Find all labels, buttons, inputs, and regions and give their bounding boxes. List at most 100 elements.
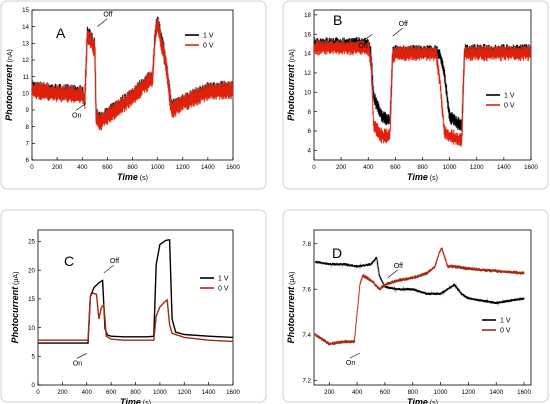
legend-label: 0 V bbox=[203, 43, 214, 50]
annotation-off: Off bbox=[394, 263, 403, 270]
x-tick-label: 600 bbox=[380, 389, 391, 396]
y-tick-label: 18 bbox=[304, 12, 311, 19]
x-tick-label: 1000 bbox=[153, 389, 167, 396]
x-tick-label: 400 bbox=[82, 389, 93, 396]
legend-label: 0 V bbox=[500, 328, 511, 335]
legend-label: 0 V bbox=[218, 286, 229, 293]
annotation-on: On bbox=[72, 112, 81, 119]
y-tick-label: 14 bbox=[304, 51, 311, 58]
series-line-1v bbox=[315, 256, 525, 305]
series-line-0v bbox=[314, 39, 531, 147]
panel-letter: C bbox=[64, 253, 74, 269]
x-tick-label: 400 bbox=[352, 389, 363, 396]
legend-label: 1 V bbox=[504, 93, 515, 100]
x-tick-label: 1400 bbox=[489, 389, 503, 396]
y-tick-label: 6 bbox=[308, 128, 312, 135]
annotation-arrow bbox=[76, 353, 87, 359]
y-tick-label: 5 bbox=[32, 353, 36, 360]
chart-panel-d: 200 400 600 800 1000 1200 1400 1600 7.2 7.4 7.6 7.8… bbox=[286, 229, 532, 404]
y-tick-label: 7.2 bbox=[302, 378, 311, 385]
legend-label: 1 V bbox=[500, 318, 511, 325]
x-tick-label: 600 bbox=[102, 164, 113, 171]
y-tick-label: 12 bbox=[304, 70, 311, 77]
y-axis-label: Photocurrent (nA) bbox=[286, 49, 296, 121]
y-tick-label: 4 bbox=[308, 148, 312, 155]
x-tick-label: 400 bbox=[363, 164, 374, 171]
annotation-arrow bbox=[103, 264, 114, 274]
x-tick-label: 1400 bbox=[497, 164, 511, 171]
x-tick-label: 200 bbox=[57, 389, 68, 396]
panel-frame-d bbox=[282, 209, 549, 403]
panel-letter: A bbox=[56, 25, 66, 41]
x-tick-label: 0 bbox=[36, 389, 40, 396]
annotation-arrow bbox=[349, 352, 361, 359]
series-line-1v bbox=[38, 238, 233, 344]
y-tick-label: 6 bbox=[26, 157, 30, 164]
annotation-on: On bbox=[346, 360, 355, 367]
x-tick-label: 1200 bbox=[462, 389, 476, 396]
x-axis-label: Time (s) bbox=[407, 397, 438, 404]
y-tick-label: 7.4 bbox=[302, 332, 311, 339]
chart-panel-c: 0 200 400 600 800 1000 1200 1400 1600 0 5 10 15 20 25 T… bbox=[10, 229, 240, 404]
chart-panel-a: 0 200 400 600 800 1000 1200 1400 1600 6 7 8 9 10 11 12 1… bbox=[4, 7, 240, 182]
x-tick-label: 800 bbox=[417, 164, 428, 171]
x-tick-label: 0 bbox=[30, 164, 34, 171]
x-tick-label: 1200 bbox=[177, 389, 191, 396]
x-tick-label: 1000 bbox=[443, 164, 457, 171]
plot-area bbox=[313, 229, 532, 386]
y-tick-label: 7.6 bbox=[302, 286, 311, 293]
y-tick-label: 11 bbox=[23, 74, 30, 81]
x-axis-label: Time (s) bbox=[120, 397, 151, 404]
y-axis-label: Photocurrent (μA) bbox=[10, 272, 20, 344]
y-tick-label: 0 bbox=[32, 382, 36, 389]
y-tick-label: 15 bbox=[22, 7, 29, 14]
plot-area bbox=[313, 9, 532, 161]
legend-label: 1 V bbox=[203, 33, 214, 40]
annotation-arrow bbox=[362, 33, 373, 42]
x-tick-label: 1000 bbox=[151, 164, 165, 171]
x-tick-label: 1600 bbox=[524, 164, 538, 171]
x-tick-label: 1600 bbox=[517, 389, 531, 396]
x-tick-label: 1200 bbox=[470, 164, 484, 171]
legend-label: 0 V bbox=[504, 103, 515, 110]
x-tick-label: 800 bbox=[408, 389, 419, 396]
x-tick-label: 800 bbox=[130, 389, 141, 396]
y-tick-label: 8 bbox=[26, 124, 30, 131]
series-line-0v bbox=[315, 247, 525, 346]
series-line-0v bbox=[38, 292, 233, 343]
annotation-arrow bbox=[97, 18, 108, 27]
annotation-off: Off bbox=[103, 12, 112, 19]
x-tick-label: 200 bbox=[336, 164, 347, 171]
y-tick-label: 20 bbox=[28, 267, 35, 274]
x-tick-label: 1600 bbox=[226, 164, 240, 171]
y-tick-label: 12 bbox=[22, 57, 29, 64]
x-tick-label: 400 bbox=[77, 164, 88, 171]
annotation-on: On bbox=[73, 360, 82, 367]
x-tick-label: 600 bbox=[390, 164, 401, 171]
annotation-on: On bbox=[358, 43, 367, 50]
x-tick-label: 1400 bbox=[201, 164, 215, 171]
x-tick-label: 600 bbox=[106, 389, 117, 396]
annotation-off: Off bbox=[399, 21, 408, 28]
x-tick-label: 1400 bbox=[202, 389, 216, 396]
y-tick-label: 7 bbox=[26, 141, 30, 148]
annotation-arrow bbox=[75, 103, 87, 111]
annotation-arrow bbox=[392, 27, 403, 37]
y-tick-label: 7.8 bbox=[302, 241, 311, 248]
y-tick-label: 13 bbox=[22, 41, 29, 48]
y-tick-label: 10 bbox=[28, 325, 35, 332]
chart-panel-b: 0 200 400 600 800 1000 1200 1400 1600 4 6 8 10 12 14 16… bbox=[286, 9, 538, 182]
y-tick-label: 10 bbox=[22, 91, 29, 98]
y-tick-label: 14 bbox=[22, 24, 29, 31]
panel-letter: D bbox=[332, 245, 342, 261]
y-tick-label: 8 bbox=[308, 109, 312, 116]
y-tick-label: 15 bbox=[28, 296, 35, 303]
series-line-0v bbox=[32, 18, 233, 131]
annotation-arrow bbox=[387, 269, 398, 279]
x-tick-label: 1000 bbox=[434, 389, 448, 396]
x-tick-label: 200 bbox=[52, 164, 63, 171]
x-tick-label: 800 bbox=[127, 164, 138, 171]
panel-frame-c bbox=[0, 209, 267, 403]
y-axis-label: Photocurrent (nA) bbox=[4, 49, 14, 121]
